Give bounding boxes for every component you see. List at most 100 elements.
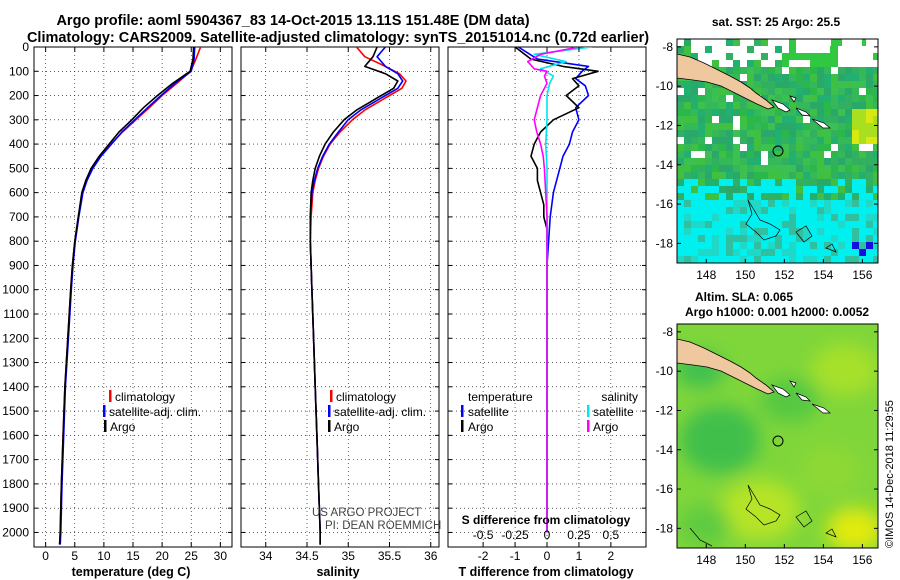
depth-tick-label: 1500: [2, 404, 29, 418]
sst-cell: [726, 53, 733, 60]
sst-cell: [817, 67, 824, 74]
sst-cell: [852, 242, 859, 249]
map-y-tick-label: -14: [656, 158, 674, 172]
sst-cell: [873, 137, 878, 144]
sla-map-float-marker: [772, 435, 784, 447]
sst-cell: [796, 214, 803, 221]
sst-cell: [754, 158, 761, 165]
sst-cell: [866, 221, 873, 228]
sst-cell: [810, 60, 817, 67]
sst-cell: [719, 228, 726, 235]
x-tick-label: 34: [259, 549, 273, 563]
sst-cell: [859, 88, 866, 95]
sst-cell: [754, 242, 761, 249]
sst-cell: [775, 130, 782, 137]
sst-cell: [733, 193, 740, 200]
sst-cell: [733, 109, 740, 116]
depth-tick-label: 1600: [2, 428, 29, 442]
sst-cell: [817, 172, 824, 179]
sst-cell: [859, 39, 866, 46]
sst-cell: [691, 242, 698, 249]
sst-cell: [698, 123, 705, 130]
sst-cell: [873, 249, 878, 256]
sst-cell: [705, 158, 712, 165]
sst-cell: [677, 102, 684, 109]
sst-cell: [803, 151, 810, 158]
sst-cell: [733, 39, 740, 46]
sst-cell: [859, 95, 866, 102]
sst-cell: [838, 81, 845, 88]
sst-cell: [873, 60, 878, 67]
depth-tick-label: 1000: [2, 283, 29, 297]
sst-cell: [796, 144, 803, 151]
sst-cell: [796, 116, 803, 123]
sst-cell: [845, 228, 852, 235]
sst-cell: [775, 256, 782, 263]
sst-cell: [705, 102, 712, 109]
sst-cell: [838, 172, 845, 179]
sst-cell: [747, 123, 754, 130]
sst-cell: [873, 116, 878, 123]
sst-cell: [782, 221, 789, 228]
sst-cell: [691, 81, 698, 88]
sst-cell: [691, 137, 698, 144]
sst-cell: [691, 186, 698, 193]
sst-cell: [845, 179, 852, 186]
sst-cell: [768, 60, 775, 67]
sst-cell: [817, 207, 824, 214]
sst-cell: [747, 116, 754, 123]
sst-cell: [845, 158, 852, 165]
sla-map-panel: Altim. SLA: 0.065 Argo h1000: 0.001 h200…: [656, 290, 879, 567]
sst-cell: [803, 165, 810, 172]
sst-cell: [866, 39, 873, 46]
sst-cell: [845, 186, 852, 193]
sst-cell: [789, 200, 796, 207]
sst-cell: [824, 193, 831, 200]
sst-cell: [684, 186, 691, 193]
sst-cell: [698, 256, 705, 263]
sst-cell: [782, 60, 789, 67]
legend-label-satellite: satellite-adj. clim.: [334, 405, 426, 419]
sst-cell: [810, 193, 817, 200]
sst-cell: [747, 172, 754, 179]
sst-cell: [838, 67, 845, 74]
sst-cell: [754, 179, 761, 186]
sst-cell: [873, 67, 878, 74]
sst-cell: [768, 144, 775, 151]
sst-cell: [747, 249, 754, 256]
sst-cell: [677, 249, 684, 256]
sst-cell: [803, 172, 810, 179]
sst-cell: [733, 158, 740, 165]
sst-cell: [677, 200, 684, 207]
sst-cell: [866, 116, 873, 123]
sst-cell: [733, 60, 740, 67]
sst-cell: [838, 123, 845, 130]
sst-cell: [712, 88, 719, 95]
sst-cell: [796, 256, 803, 263]
sst-cell: [747, 228, 754, 235]
sst-cell: [831, 116, 838, 123]
sst-cell: [831, 39, 838, 46]
sst-cell: [726, 186, 733, 193]
sst-cell: [831, 74, 838, 81]
sst-cell: [782, 81, 789, 88]
sla-blob: [827, 508, 878, 548]
sst-map-cells: [677, 39, 878, 263]
sst-cell: [747, 151, 754, 158]
sst-cell: [775, 116, 782, 123]
sst-cell: [698, 151, 705, 158]
land-new-guinea: [677, 53, 775, 110]
sst-cell: [796, 235, 803, 242]
sst-cell: [740, 144, 747, 151]
sst-cell: [866, 74, 873, 81]
sst-cell: [852, 109, 859, 116]
sst-cell: [817, 60, 824, 67]
sst-cell: [775, 242, 782, 249]
sst-cell: [691, 221, 698, 228]
sst-cell: [754, 102, 761, 109]
sst-cell: [817, 102, 824, 109]
sst-cell: [726, 39, 733, 46]
sst-cell: [810, 109, 817, 116]
sst-cell: [726, 179, 733, 186]
sst-cell: [684, 228, 691, 235]
